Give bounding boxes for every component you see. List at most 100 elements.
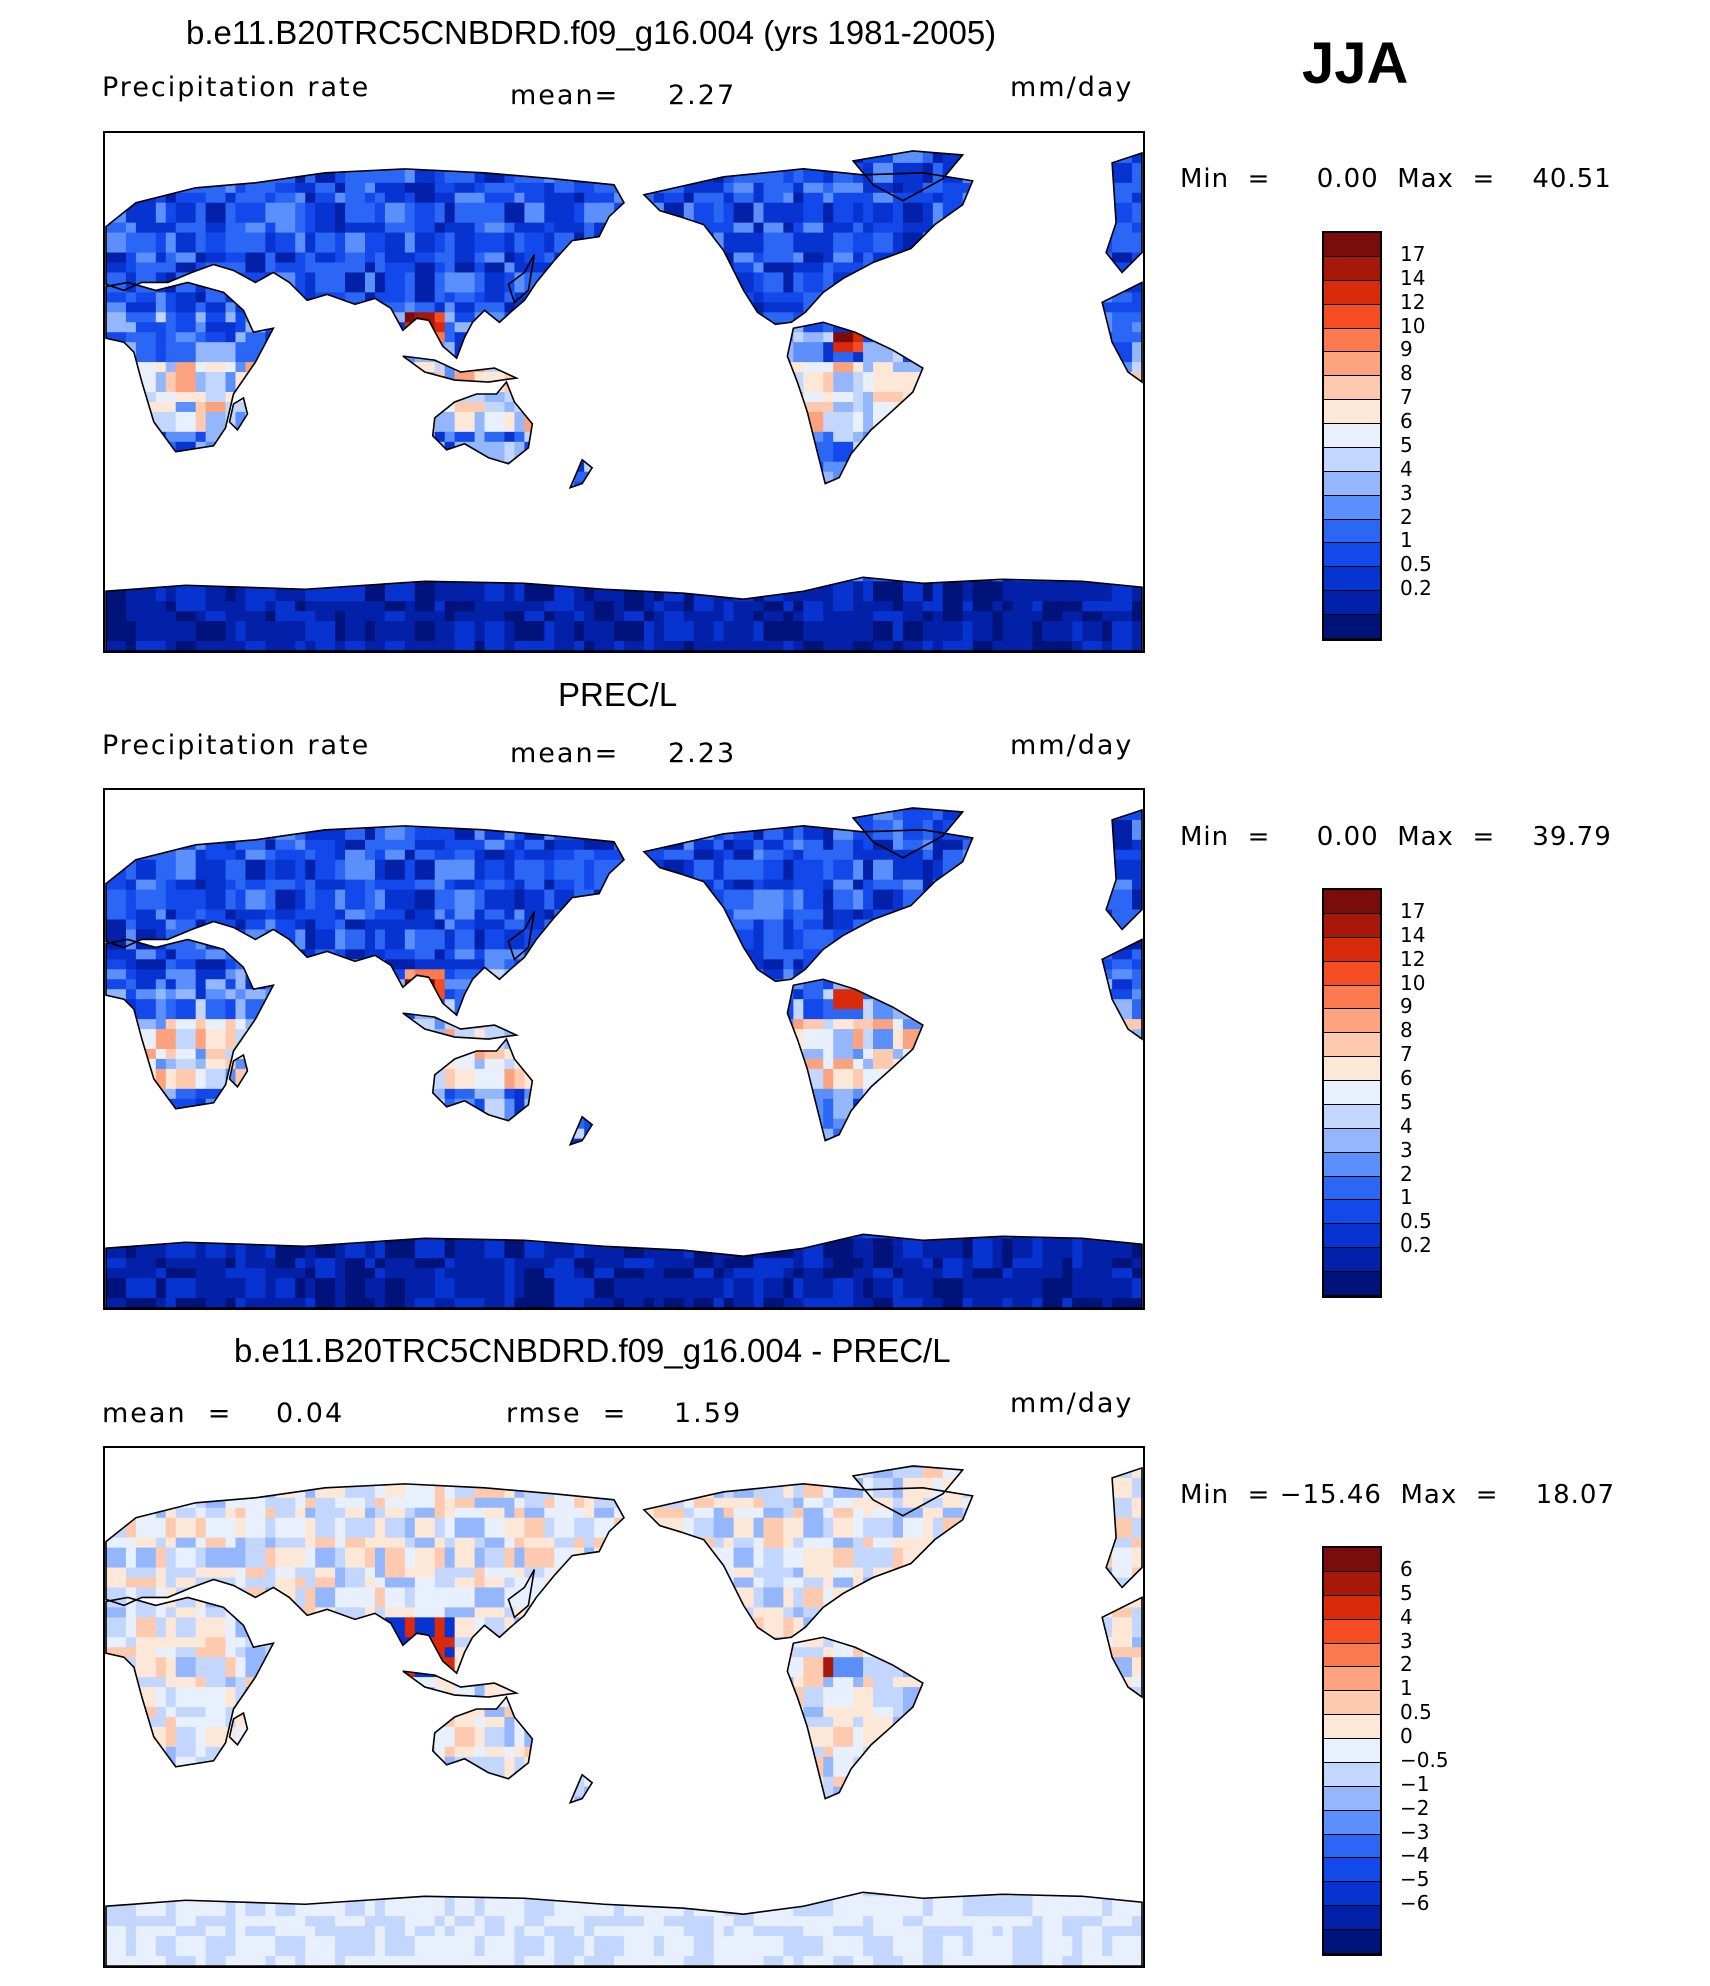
coastline-westafrica — [1101, 1596, 1143, 1699]
coastline-eurasia — [105, 825, 625, 1017]
colorbar-segment — [1324, 1930, 1380, 1954]
colorbar-segment — [1324, 257, 1380, 281]
panel3-mean-value: 0.04 — [276, 1398, 345, 1429]
coastline-nzealand — [568, 1773, 594, 1804]
panel1-mean-value: 2.27 — [668, 80, 737, 111]
coastline-japan — [507, 254, 536, 304]
colorbar-segment — [1324, 1811, 1380, 1835]
colorbar-segment — [1324, 448, 1380, 472]
panel3-rmse-label: rmse = — [506, 1398, 628, 1429]
coastline-indonesia — [402, 355, 520, 383]
colorbar-segment — [1324, 1691, 1380, 1715]
coastline-samerica — [786, 321, 924, 485]
colorbar-tick-label: −4 — [1400, 1843, 1430, 1868]
colorbar-tick-label: 1 — [1400, 528, 1413, 553]
panel2-mean-value: 2.23 — [668, 738, 737, 769]
colorbar-tick-label: 8 — [1400, 361, 1413, 386]
panel1-minmax: Min = 0.00 Max = 40.51 — [1180, 164, 1612, 194]
colorbar-segment — [1324, 233, 1380, 257]
colorbar-tick-label: 5 — [1400, 1089, 1413, 1114]
colorbar-segment — [1324, 986, 1380, 1009]
colorbar-tick-label: 17 — [1400, 241, 1426, 266]
colorbar-tick-label: 2 — [1400, 1161, 1413, 1186]
coastline-greenland — [851, 1465, 965, 1517]
coastline-namerica — [642, 1483, 974, 1641]
coastline-samerica — [786, 1636, 924, 1800]
coastline-europe — [1105, 1466, 1143, 1589]
panel3-title: b.e11.B20TRC5CNBDRD.f09_g16.004 - PREC/L — [234, 1332, 951, 1369]
coastline-greenland — [851, 150, 965, 202]
panel3-colorbar — [1322, 1546, 1382, 1956]
colorbar-tick-label: 12 — [1400, 289, 1426, 314]
coastline-indonesia — [402, 1012, 520, 1040]
coastline-antarctica — [105, 576, 1143, 651]
panel3-rmse-value: 1.59 — [674, 1398, 743, 1429]
colorbar-segment — [1324, 1129, 1380, 1153]
coastline — [105, 807, 1143, 1308]
coastline-greenland — [851, 807, 965, 859]
colorbar-segment — [1324, 1739, 1380, 1763]
coastline — [105, 150, 1143, 651]
colorbar-tick-label: −3 — [1400, 1819, 1430, 1844]
colorbar-segment — [1324, 1906, 1380, 1930]
coastline-australia — [431, 1695, 534, 1780]
colorbar-segment — [1324, 938, 1380, 962]
colorbar-tick-label: 14 — [1400, 265, 1426, 290]
colorbar-tick-label: 5 — [1400, 1580, 1413, 1605]
coastline-japan — [507, 1569, 536, 1619]
colorbar-tick-label: 9 — [1400, 994, 1413, 1019]
colorbar-tick-label: 0 — [1400, 1724, 1413, 1749]
colorbar-tick-label: 9 — [1400, 337, 1413, 362]
colorbar-segment — [1324, 615, 1380, 639]
panel2-title: PREC/L — [558, 676, 678, 713]
colorbar-tick-label: 14 — [1400, 922, 1426, 947]
panel2-map — [103, 788, 1145, 1310]
colorbar-tick-label: −0.5 — [1400, 1747, 1449, 1772]
colorbar-tick-label: −2 — [1400, 1795, 1430, 1820]
colorbar-segment — [1324, 1787, 1380, 1811]
coastline-africa — [105, 281, 275, 453]
colorbar-tick-label: 4 — [1400, 1113, 1413, 1138]
coastline-madagascar — [228, 1053, 249, 1089]
coastline-africa — [105, 938, 275, 1110]
colorbar-segment — [1324, 1763, 1380, 1787]
colorbar-tick-label: 0.5 — [1400, 552, 1432, 577]
colorbar-tick-label: 10 — [1400, 970, 1426, 995]
colorbar-segment — [1324, 1272, 1380, 1296]
colorbar-tick-label: −1 — [1400, 1771, 1430, 1796]
coastline-antarctica — [105, 1891, 1143, 1966]
colorbar-segment — [1324, 1858, 1380, 1882]
coastline-madagascar — [228, 1711, 249, 1747]
colorbar-segment — [1324, 1033, 1380, 1057]
colorbar-segment — [1324, 400, 1380, 424]
colorbar-tick-label: 7 — [1400, 385, 1413, 410]
colorbar-tick-label: 1 — [1400, 1676, 1413, 1701]
colorbar-tick-label: 2 — [1400, 1652, 1413, 1677]
colorbar-segment — [1324, 1715, 1380, 1739]
colorbar-segment — [1324, 890, 1380, 914]
colorbar-tick-label: 0.5 — [1400, 1700, 1432, 1725]
coastline-samerica — [786, 978, 924, 1142]
colorbar-tick-label: 3 — [1400, 1137, 1413, 1162]
colorbar-tick-label: 6 — [1400, 409, 1413, 434]
colorbar-segment — [1324, 1835, 1380, 1858]
colorbar-segment — [1324, 1667, 1380, 1691]
coastline-eurasia — [105, 1483, 625, 1675]
colorbar-tick-label: 3 — [1400, 1628, 1413, 1653]
colorbar-segment — [1324, 424, 1380, 448]
colorbar-tick-label: 10 — [1400, 313, 1426, 338]
colorbar-tick-label: 6 — [1400, 1066, 1413, 1091]
colorbar-tick-label: 3 — [1400, 480, 1413, 505]
panel2-units: mm/day — [1010, 730, 1134, 761]
panel2-minmax: Min = 0.00 Max = 39.79 — [1180, 822, 1612, 852]
coastline-indonesia — [402, 1670, 520, 1698]
colorbar-segment — [1324, 1081, 1380, 1105]
colorbar-segment — [1324, 962, 1380, 986]
colorbar-segment — [1324, 1548, 1380, 1572]
panel1-mean-label: mean= — [510, 80, 620, 111]
colorbar-segment — [1324, 1248, 1380, 1272]
colorbar-segment — [1324, 520, 1380, 543]
panel1-map-plot — [105, 150, 1143, 651]
colorbar-segment — [1324, 1882, 1380, 1906]
colorbar-segment — [1324, 352, 1380, 376]
